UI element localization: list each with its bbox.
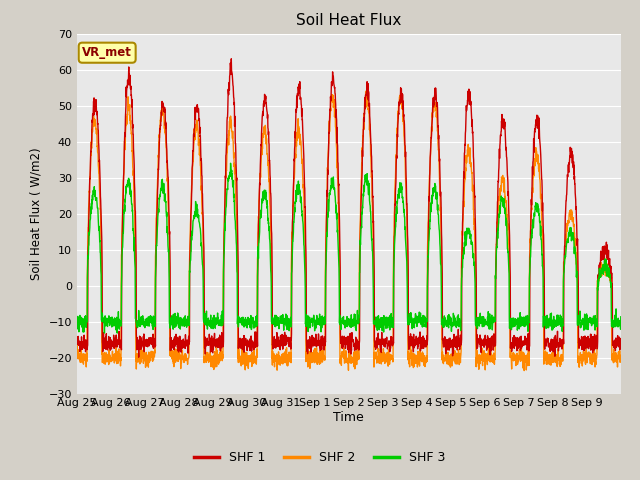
SHF 3 (513, 320, 521, 325)
SHF 3 (382, 316, 390, 322)
Title: Soil Heat Flux: Soil Heat Flux (296, 13, 401, 28)
SHF 3 (610, 318, 618, 324)
SHF 1 (544, 337, 552, 343)
SHF 3 (127, 198, 135, 204)
SHF 1 (73, 338, 81, 344)
SHF 2 (363, 87, 371, 93)
SHF 1 (127, 93, 135, 98)
Line: SHF 1: SHF 1 (77, 59, 621, 357)
SHF 3 (113, 330, 121, 336)
SHF 3 (544, 319, 552, 324)
SHF 3 (245, 322, 253, 327)
SHF 1 (382, 336, 390, 341)
Y-axis label: Soil Heat Flux ( W/m2): Soil Heat Flux ( W/m2) (30, 147, 43, 280)
SHF 1 (610, 343, 618, 349)
SHF 1 (245, 344, 253, 349)
SHF 2 (127, 128, 135, 134)
Line: SHF 2: SHF 2 (77, 90, 621, 371)
SHF 2 (520, 368, 528, 373)
SHF 1 (617, 339, 625, 345)
X-axis label: Time: Time (333, 411, 364, 424)
SHF 2 (544, 354, 552, 360)
SHF 2 (610, 360, 618, 366)
Line: SHF 3: SHF 3 (77, 163, 621, 333)
SHF 2 (513, 356, 520, 362)
SHF 1 (513, 348, 521, 354)
SHF 2 (381, 354, 389, 360)
SHF 3 (227, 160, 234, 166)
SHF 3 (73, 316, 81, 322)
SHF 1 (227, 56, 235, 61)
Legend: SHF 1, SHF 2, SHF 3: SHF 1, SHF 2, SHF 3 (189, 446, 451, 469)
SHF 2 (617, 353, 625, 359)
SHF 3 (617, 314, 625, 320)
SHF 1 (135, 354, 143, 360)
Text: VR_met: VR_met (82, 46, 132, 59)
SHF 2 (244, 358, 252, 363)
SHF 2 (73, 346, 81, 352)
